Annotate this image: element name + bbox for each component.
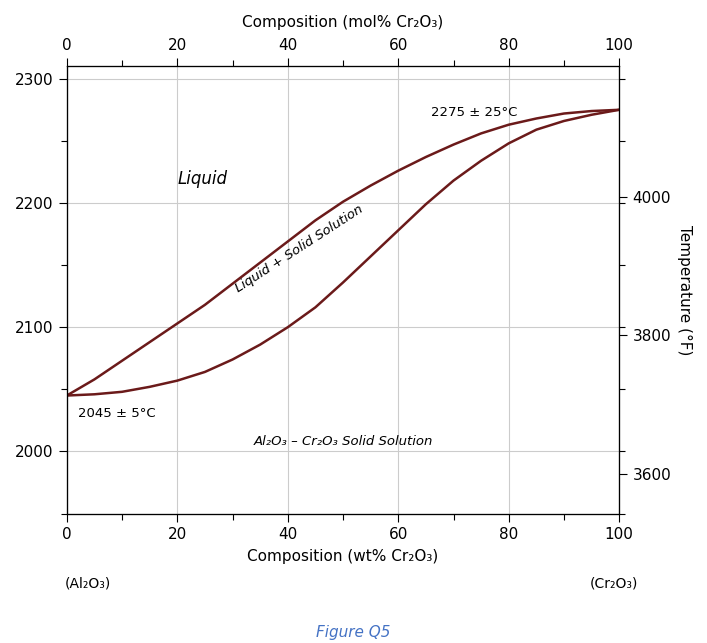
Text: 2275 ± 25°C: 2275 ± 25°C (431, 106, 518, 119)
Text: Figure Q5: Figure Q5 (316, 624, 391, 640)
Text: (Al₂O₃): (Al₂O₃) (65, 576, 112, 590)
X-axis label: Composition (mol% Cr₂O₃): Composition (mol% Cr₂O₃) (243, 15, 444, 30)
Text: Al₂O₃ – Cr₂O₃ Solid Solution: Al₂O₃ – Cr₂O₃ Solid Solution (253, 435, 433, 448)
Text: Liquid: Liquid (177, 170, 227, 188)
Y-axis label: Temperature (°F): Temperature (°F) (677, 225, 692, 355)
X-axis label: Composition (wt% Cr₂O₃): Composition (wt% Cr₂O₃) (247, 548, 438, 564)
Text: (Cr₂O₃): (Cr₂O₃) (590, 576, 638, 590)
Text: Liquid + Solid Solution: Liquid + Solid Solution (233, 203, 365, 295)
Text: 2045 ± 5°C: 2045 ± 5°C (78, 406, 156, 420)
